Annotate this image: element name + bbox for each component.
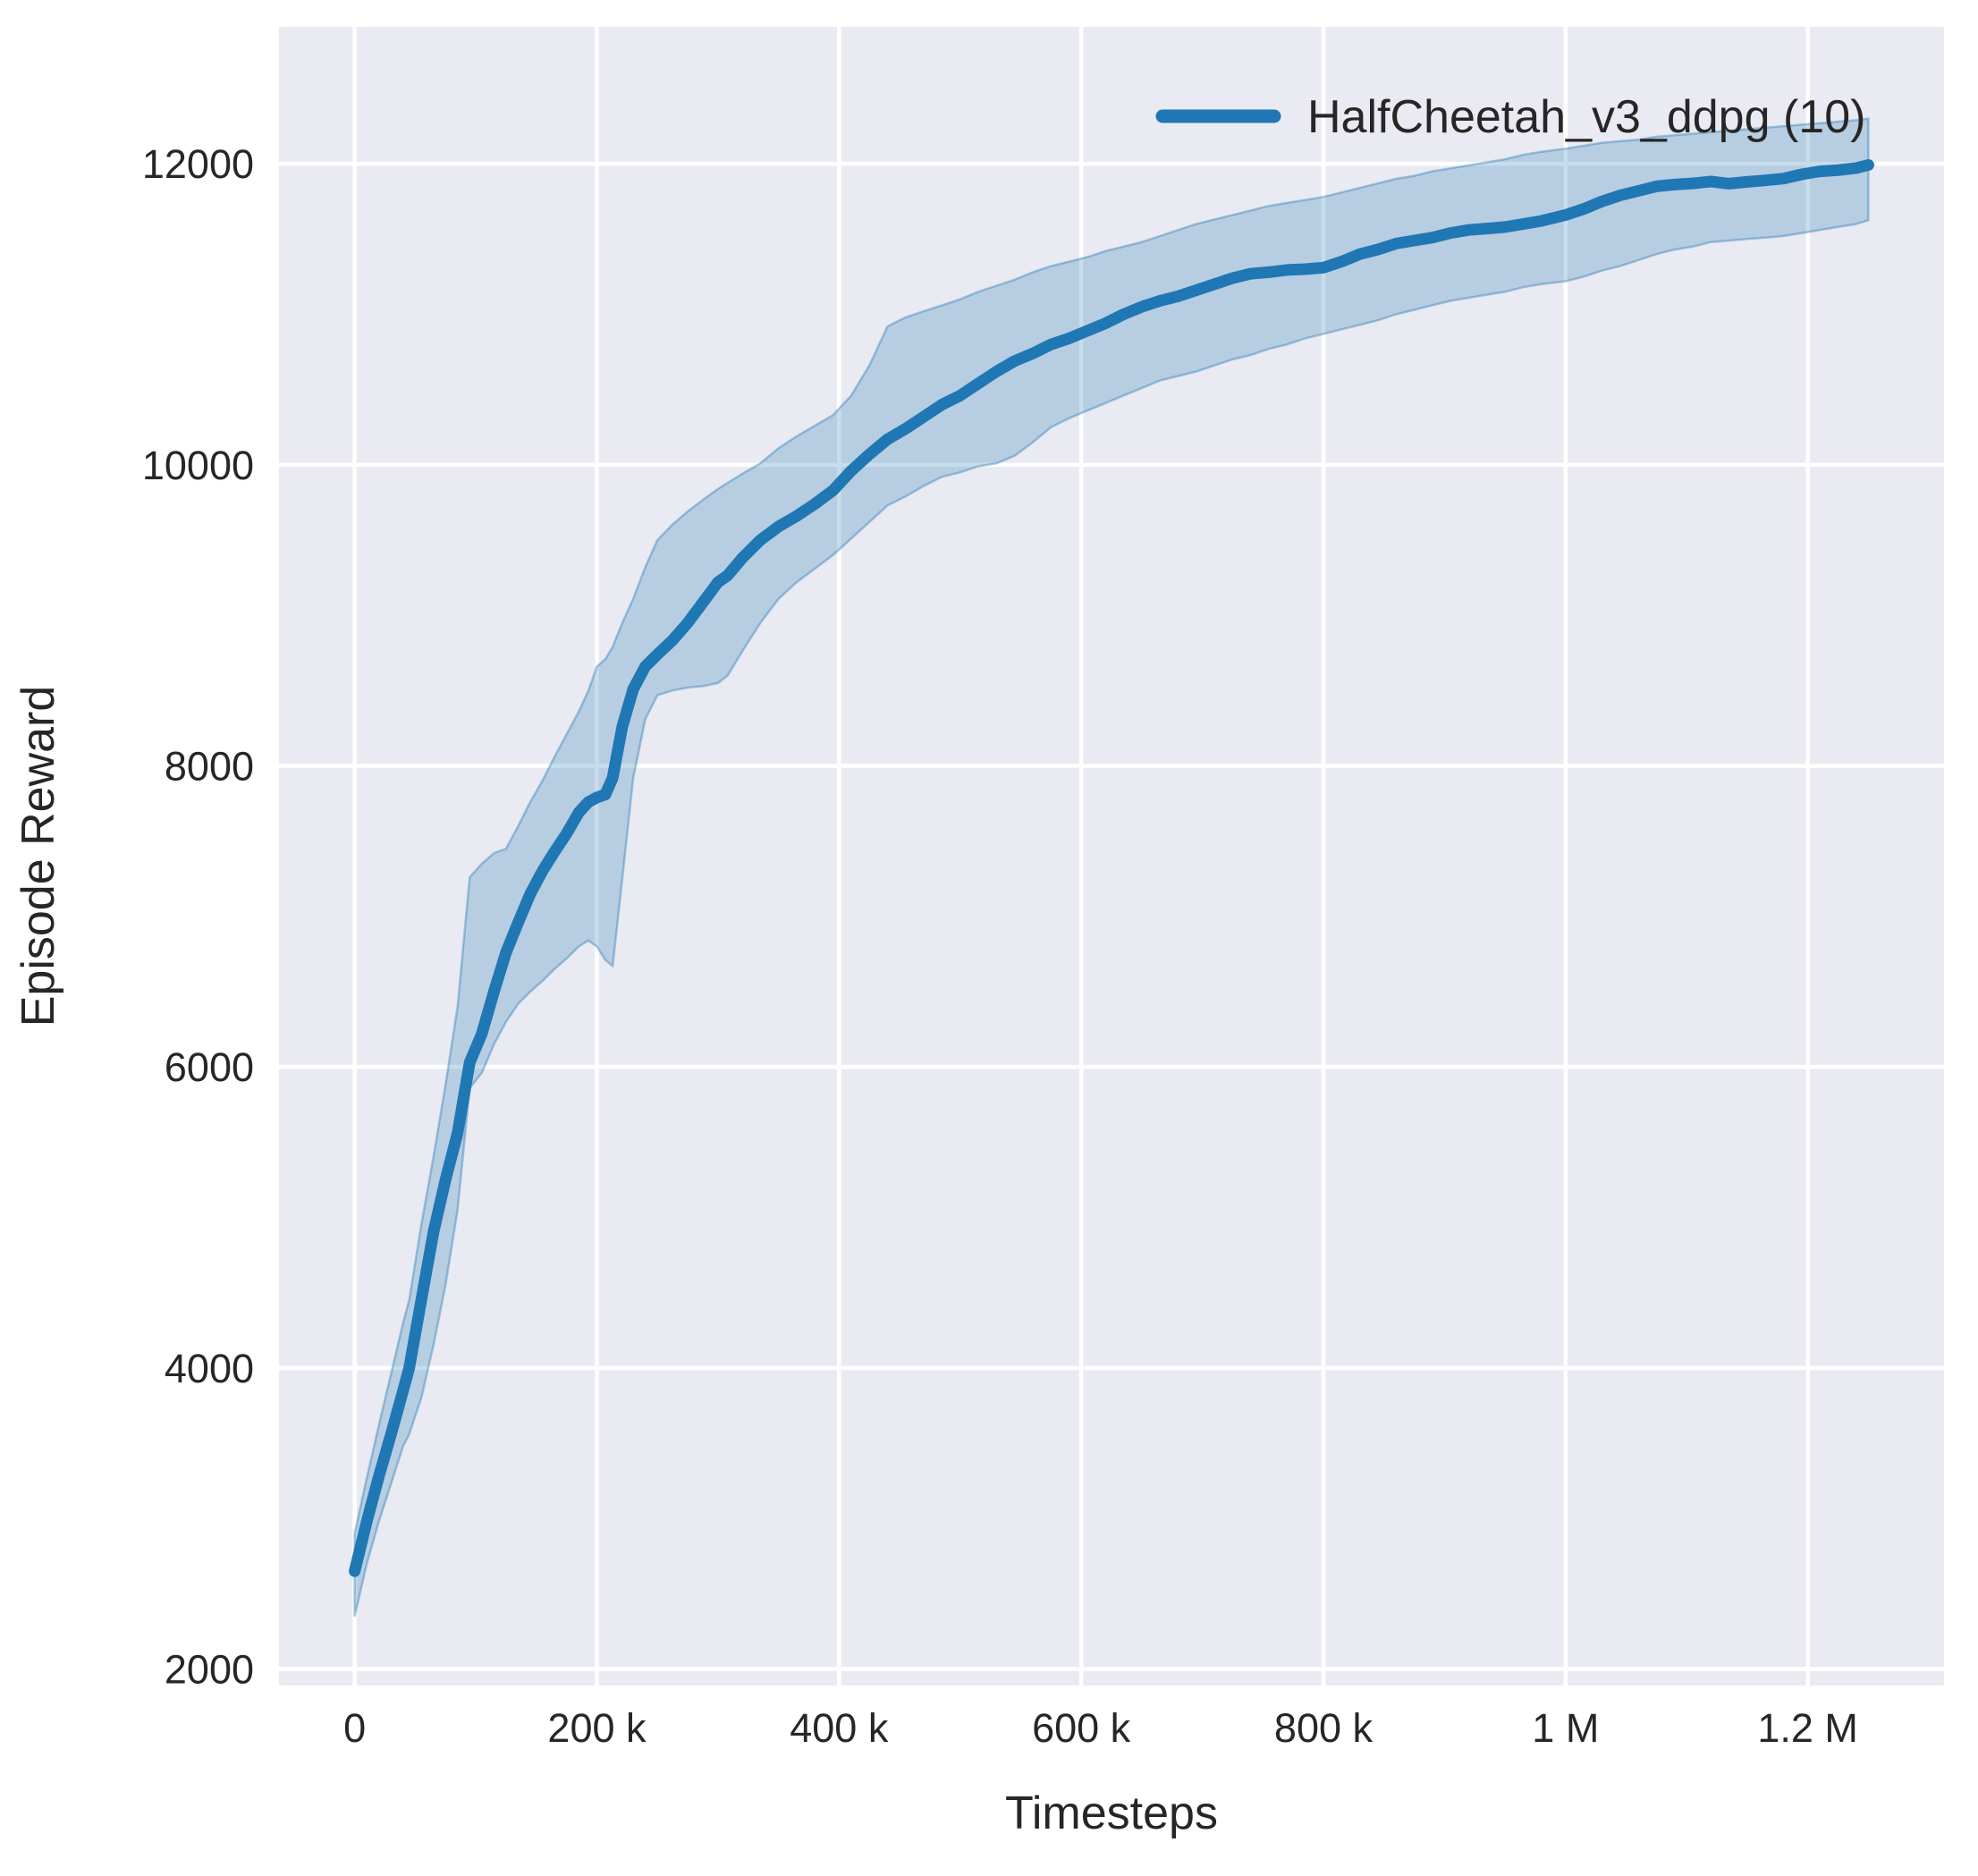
y-tick-label: 12000 <box>142 141 254 187</box>
x-tick-label: 0 <box>343 1705 366 1751</box>
y-tick-label: 4000 <box>165 1346 254 1391</box>
x-tick-labels: 0 200 k 400 k 600 k 800 k 1 M 1.2 M <box>343 1705 1858 1751</box>
x-tick-label: 600 k <box>1032 1705 1131 1751</box>
confidence-band-area <box>353 117 1870 1617</box>
y-tick-labels: 2000 4000 6000 8000 10000 12000 <box>142 141 254 1692</box>
x-tick-label: 400 k <box>790 1705 889 1751</box>
x-tick-label: 1 M <box>1532 1705 1599 1751</box>
mean-reward-line <box>349 159 1874 1577</box>
y-tick-label: 6000 <box>165 1044 254 1090</box>
y-tick-label: 10000 <box>142 443 254 488</box>
legend-label: HalfCheetah_v3_ddpg (10) <box>1307 91 1865 143</box>
confidence-band <box>353 117 1870 1617</box>
y-tick-label: 8000 <box>165 744 254 790</box>
x-tick-label: 800 k <box>1274 1705 1374 1751</box>
x-tick-label: 200 k <box>547 1705 647 1751</box>
y-axis-label: Episode Reward <box>13 686 64 1027</box>
grid-lines <box>279 27 1944 1686</box>
legend: HalfCheetah_v3_ddpg (10) <box>1155 91 1865 143</box>
series-line-group <box>349 159 1874 1577</box>
y-tick-label: 2000 <box>165 1646 254 1692</box>
x-axis-label: Timesteps <box>1005 1787 1218 1839</box>
x-tick-label: 1.2 M <box>1757 1705 1858 1751</box>
